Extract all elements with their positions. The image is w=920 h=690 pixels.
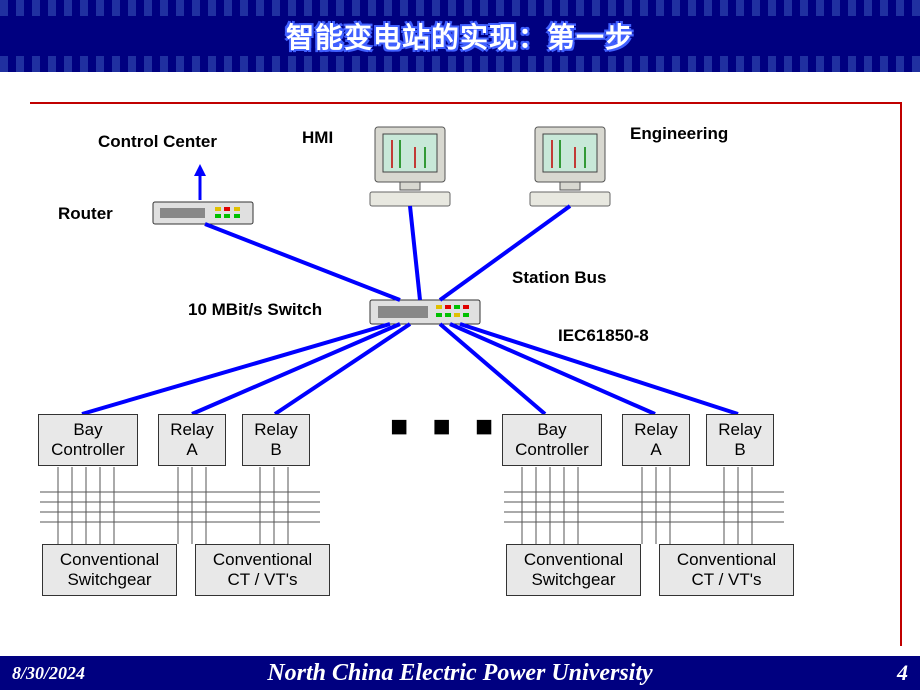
- box-switchgear-right: Conventional Switchgear: [506, 544, 641, 596]
- divider-vertical: [900, 102, 902, 646]
- label-router: Router: [58, 204, 113, 224]
- box-ctvt-right: Conventional CT / VT's: [659, 544, 794, 596]
- label-engineering: Engineering: [630, 124, 728, 144]
- label-hmi: HMI: [302, 128, 333, 148]
- slide-header: 智能变电站的实现：第一步: [0, 0, 920, 72]
- box-relay-a-right: Relay A: [622, 414, 690, 466]
- slide-title: 智能变电站的实现：第一步: [286, 16, 634, 56]
- label-station-bus: Station Bus: [512, 268, 606, 288]
- box-relay-b-left: Relay B: [242, 414, 310, 466]
- box-relay-b-right: Relay B: [706, 414, 774, 466]
- box-switchgear-left: Conventional Switchgear: [42, 544, 177, 596]
- footer-university: North China Electric Power University: [0, 660, 920, 687]
- divider-horizontal: [30, 102, 902, 104]
- box-bay-controller-right: Bay Controller: [502, 414, 602, 466]
- box-ctvt-left: Conventional CT / VT's: [195, 544, 330, 596]
- ellipsis-icon: ■ ■ ■: [390, 410, 501, 444]
- label-switch: 10 MBit/s Switch: [188, 300, 322, 320]
- slide-footer: 8/30/2024 North China Electric Power Uni…: [0, 656, 920, 690]
- box-relay-a-left: Relay A: [158, 414, 226, 466]
- box-bay-controller-left: Bay Controller: [38, 414, 138, 466]
- label-protocol: IEC61850-8: [558, 326, 649, 346]
- label-control-center: Control Center: [98, 132, 217, 152]
- diagram-area: Control Center HMI Engineering Router 10…: [0, 72, 920, 656]
